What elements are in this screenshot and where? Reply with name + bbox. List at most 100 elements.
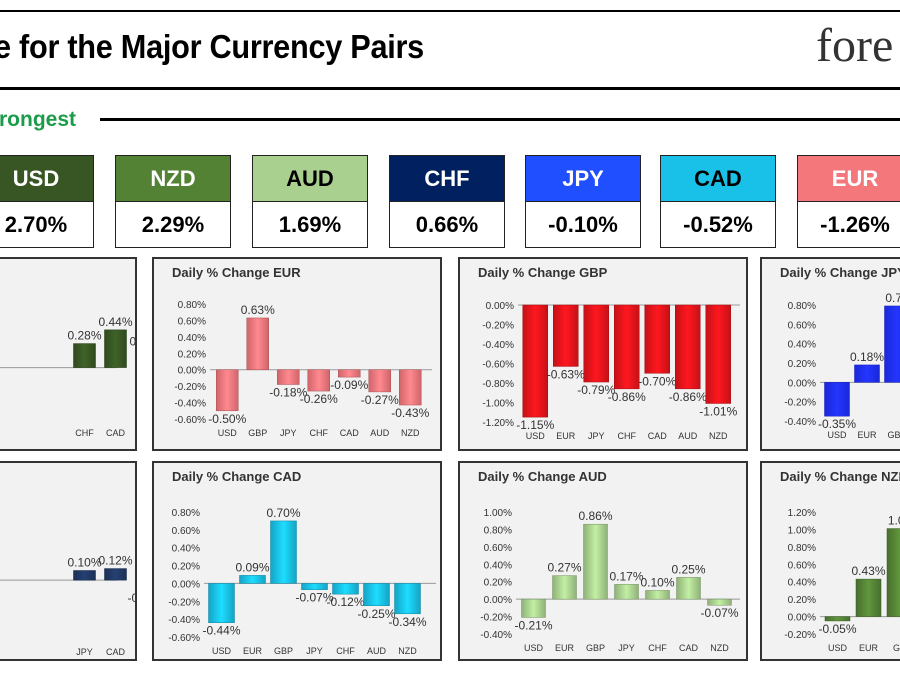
data-label: -0.07% [295, 591, 333, 605]
currency-box-jpy: JPY -0.10% [525, 155, 641, 248]
y-tick-label: -0.20% [784, 630, 816, 641]
x-tick-label: CHF [310, 428, 329, 438]
x-tick-label: AUD [678, 431, 698, 441]
x-tick-label: GBP [586, 643, 605, 653]
bar-usd [522, 304, 548, 418]
bar-usd [216, 369, 239, 412]
data-label: -0.21% [514, 618, 552, 632]
bar-chart: 0.80%0.60%0.40%0.20%0.00%-0.20%-0.40%-0.… [168, 506, 436, 656]
data-label: -0.63% [547, 367, 585, 381]
bar-jpy [73, 570, 96, 581]
currency-name: USD [0, 156, 93, 202]
y-tick-label: -1.00% [482, 399, 514, 410]
data-label: -0.27% [361, 393, 399, 407]
x-tick-label: USD [524, 643, 544, 653]
bar-aud [136, 350, 138, 368]
data-label: -0.05% [818, 622, 856, 636]
chart-title: Daily % Change NZD [780, 469, 900, 484]
bar-jpy [301, 583, 328, 590]
currency-change: 2.70% [4, 212, 68, 237]
currency-box-usd: USD 2.70% [0, 155, 94, 248]
data-label: -0.10% [127, 591, 137, 605]
bar-cad [338, 369, 361, 378]
x-tick-label: CAD [679, 643, 699, 653]
currency-name: CAD [661, 156, 775, 202]
data-label: -0.18% [269, 386, 307, 400]
currency-box-cad: CAD -0.52% [660, 155, 776, 248]
x-tick-label: EUR [556, 431, 576, 441]
bar-gbp [884, 305, 900, 383]
chart-title: Daily % Change GBP [478, 265, 608, 280]
bar-nzd [707, 598, 732, 606]
y-tick-label: 0.40% [788, 340, 816, 351]
data-label: -0.44% [202, 624, 240, 638]
y-tick-label: -1.20% [482, 418, 514, 429]
bar-usd [824, 382, 850, 417]
chart-panel: 1.20% 1.00% 0.80% 0.60% 0.40% 0.20% 0.00% -0.20… [760, 461, 900, 661]
x-tick-label: GBP [274, 646, 293, 656]
y-tick-label: 0.00% [178, 366, 206, 377]
currency-change: 2.29% [141, 212, 205, 237]
data-label: 0.10% [67, 556, 101, 570]
y-tick-label: 0.80% [788, 301, 816, 312]
data-label: 0.79 [885, 291, 900, 305]
x-tick-label: CHF [648, 643, 667, 653]
data-label: 0.21% [129, 335, 137, 349]
x-tick-label: EUR [857, 430, 877, 440]
y-tick-label: -0.60% [482, 360, 514, 371]
bar-cad [644, 304, 670, 374]
data-label: 0.70% [266, 506, 300, 520]
data-label: -0.79% [577, 383, 615, 397]
x-tick-label: JPY [306, 646, 323, 656]
strongest-label: trongest [0, 108, 76, 131]
y-tick-label: 0.00% [788, 613, 816, 624]
bar-chart: 0.80%0.60%0.40%0.20%0.00%-0.20%-0.40%-0.… [784, 291, 900, 440]
y-tick-label: -0.40% [174, 399, 206, 410]
bar-gbp [270, 520, 297, 584]
currency-name: EUR [798, 156, 900, 202]
y-tick-label: 0.00% [484, 595, 512, 606]
y-tick-label: 0.00% [788, 378, 816, 389]
y-tick-label: 1.00% [788, 525, 816, 536]
x-tick-label: CAD [340, 428, 360, 438]
logo: fore [816, 19, 894, 72]
x-tick-label: CAD [106, 428, 126, 438]
y-tick-label: -0.40% [482, 340, 514, 351]
bar-aud [675, 304, 701, 390]
y-tick-label: 0.00% [172, 579, 200, 590]
bar-jpy [277, 369, 300, 385]
chart-panel: 0.00% -0.20% -0.40% -0.60% -0.80% -1.00% -1.20… [458, 257, 748, 451]
x-tick-label: USD [828, 643, 848, 653]
chart-panel: 0.80% 0.60% 0.40% 0.20% 0.00% -0.20% -0.40% -0.… [152, 257, 442, 451]
data-label: 0.25% [671, 562, 705, 576]
x-tick-label: GBP [887, 430, 900, 440]
bar-eur [854, 364, 880, 383]
data-label: 0.63% [241, 303, 275, 317]
data-label: 0.44% [98, 315, 132, 329]
y-tick-label: -0.40% [784, 417, 816, 428]
bar-chart: 0.80%0.60%0.40%0.20%0.00%-0.20%-0.40%-0.… [174, 300, 432, 438]
bar-gb [886, 528, 900, 617]
y-tick-label: 1.00% [484, 508, 512, 519]
x-tick-label: EUR [555, 643, 575, 653]
currency-box-nzd: NZD 2.29% [115, 155, 231, 248]
chart-panel: 0.80% 0.60% 0.40% 0.20% 0.00% -0.20% -0.40% -0.… [152, 461, 442, 661]
bar-chf [645, 590, 670, 600]
chart-title: Daily % Change CAD [172, 469, 302, 484]
y-tick-label: 0.40% [178, 333, 206, 344]
bar-cad [676, 577, 701, 600]
y-tick-label: 0.60% [788, 560, 816, 571]
data-label: -0.12% [326, 595, 364, 609]
y-tick-label: -0.20% [482, 321, 514, 332]
bar-nzd [705, 304, 731, 404]
y-tick-label: 0.60% [484, 543, 512, 554]
x-tick-label: GB [893, 643, 900, 653]
y-tick-label: 0.20% [788, 359, 816, 370]
bar-cad [104, 568, 127, 581]
y-tick-label: -0.20% [168, 597, 200, 608]
bar-chart: 1.00% 0.80% 0.60% 0.40% 0.20% 0.00% -0.20% -0.4… [480, 508, 740, 653]
bar-chf [73, 343, 96, 368]
data-label: -1.15% [516, 418, 554, 432]
